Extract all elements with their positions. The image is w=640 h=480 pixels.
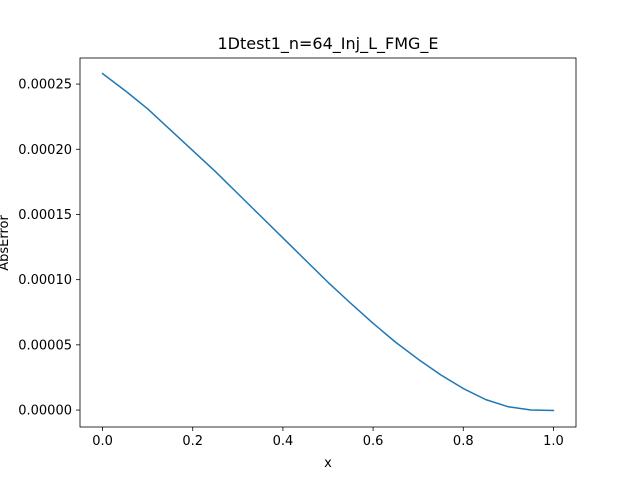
x-axis-label: x bbox=[324, 456, 332, 471]
x-tick-label: 0.2 bbox=[182, 434, 203, 449]
plot-frame bbox=[79, 57, 577, 428]
x-tick-label: 0.6 bbox=[363, 434, 384, 449]
series-line-1 bbox=[101, 72, 555, 412]
x-axis: 0.0 0.2 0.4 0.6 0.8 1.0 bbox=[92, 427, 564, 449]
plot-area bbox=[79, 57, 577, 428]
y-tick-label: 0.00005 bbox=[18, 338, 72, 353]
y-tick-label: 0.00025 bbox=[18, 78, 72, 93]
y-tick-label: 0.00000 bbox=[18, 404, 72, 419]
x-tick-label: 0.0 bbox=[92, 434, 113, 449]
y-axis-label: AbsError bbox=[0, 215, 12, 271]
y-tick-label: 0.00010 bbox=[18, 273, 72, 288]
x-tick-label: 0.4 bbox=[273, 434, 294, 449]
y-tick-label: 0.00020 bbox=[18, 143, 72, 158]
x-tick-label: 0.8 bbox=[453, 434, 474, 449]
y-axis: 0.00000 0.00005 0.00010 0.00015 0.00020 0.000… bbox=[18, 78, 80, 419]
x-tick-label: 1.0 bbox=[543, 434, 564, 449]
chart-title: 1Dtest1_n=64_Inj_L_FMG_E bbox=[217, 34, 438, 54]
plot-background bbox=[80, 58, 576, 427]
y-tick-label: 0.00015 bbox=[18, 208, 72, 223]
